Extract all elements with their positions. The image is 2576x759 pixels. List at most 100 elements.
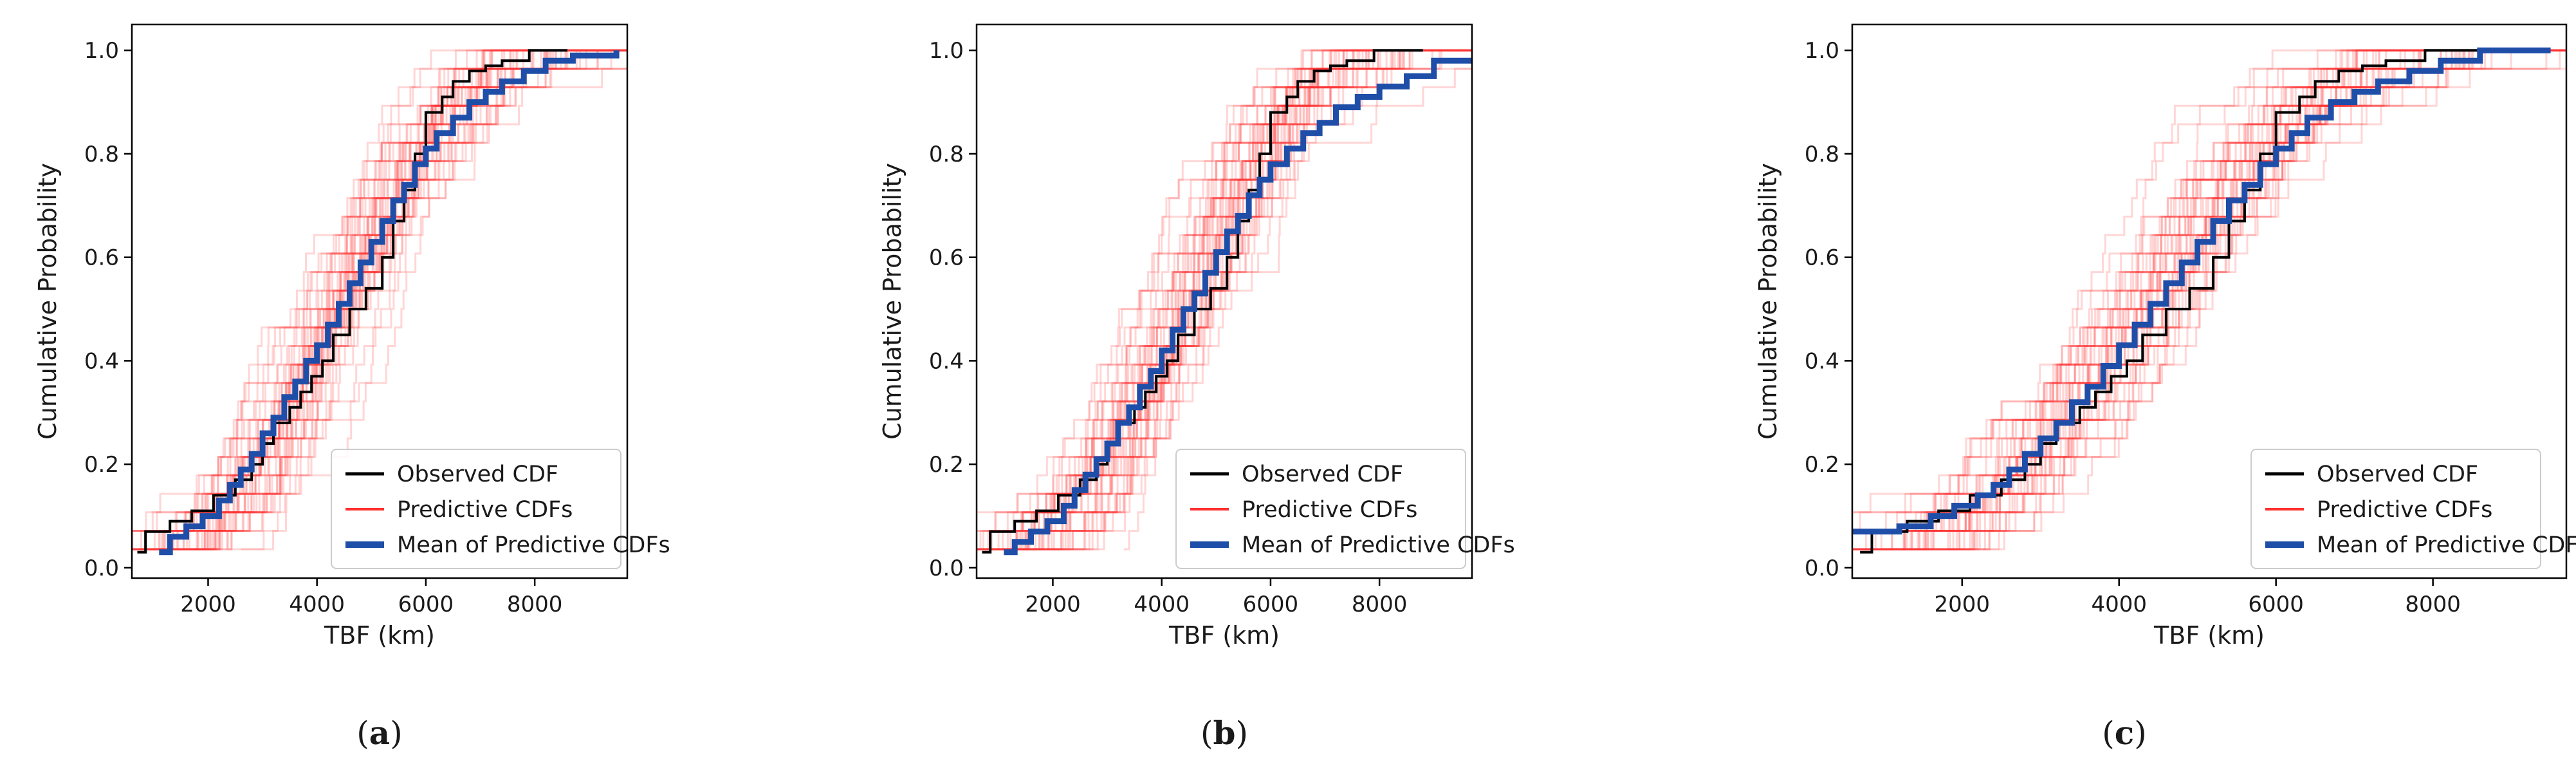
predictive-cdf-line (1894, 49, 2566, 550)
predictive-cdf-line (1882, 49, 2566, 550)
y-tick-label: 0.2 (929, 452, 964, 478)
predictive-cdf-line (1852, 49, 2566, 550)
y-tick-label: 0.4 (84, 348, 119, 374)
mean-cdf-line (1004, 57, 1472, 556)
y-tick-label: 0.4 (929, 348, 964, 374)
predictive-cdf-line (1002, 49, 1472, 550)
predictive-cdf-line (194, 49, 627, 550)
legend-label-observed: Observed CDF (1242, 462, 1403, 487)
x-tick-label: 4000 (2091, 592, 2147, 617)
predictive-cdf-line (1937, 49, 2566, 550)
predictive-cdf-line (167, 49, 627, 550)
legend: Observed CDF Predictive CDFs Mean of Pre… (1175, 449, 1515, 569)
x-tick-label: 4000 (289, 592, 345, 617)
predictive-cdf-line (1946, 49, 2566, 550)
legend-label-mean: Mean of Predictive CDFs (397, 532, 670, 558)
traces-layer (132, 49, 627, 556)
predictive-cdf-line (193, 49, 627, 550)
legend: Observed CDF Predictive CDFs Mean of Pre… (331, 449, 670, 569)
predictive-cdf-line (142, 49, 627, 550)
x-tick-label: 8000 (1352, 592, 1408, 617)
legend: Observed CDF Predictive CDFs Mean of Pre… (2250, 449, 2576, 569)
predictive-cdf-line (196, 49, 627, 550)
chart-panel-c: 2000 4000 6000 8000 0.0 0.2 0.4 0.6 0.8 1.0 TBF (… (1754, 23, 2576, 752)
chart-panel-b: 2000 4000 6000 8000 0.0 0.2 0.4 0.6 0.8 1.0 TBF (… (878, 23, 1515, 752)
y-tick-label: 0.4 (1805, 348, 1839, 374)
predictive-cdf-line (977, 49, 1472, 550)
predictive-cdf-line (1042, 49, 1472, 550)
predictive-cdf-line (977, 49, 1472, 550)
x-tick-label: 4000 (1134, 592, 1190, 617)
legend-label-mean: Mean of Predictive CDFs (1242, 532, 1515, 558)
caption-open-paren: ( (1201, 715, 1213, 752)
plot-frame (975, 23, 1473, 579)
predictive-cdf-line (132, 49, 627, 550)
traces-layer (1852, 47, 2566, 554)
y-tick-label: 0.6 (929, 245, 964, 271)
predictive-cdf-line (977, 49, 1472, 550)
predictive-cdf-line (139, 49, 627, 550)
legend-box (1175, 449, 1466, 569)
y-tick-label: 0.6 (84, 245, 119, 271)
predictive-cdf-line (1924, 49, 2566, 550)
predictive-cdf-line (1924, 49, 2566, 550)
y-tick-label: 0.2 (1805, 452, 1839, 478)
predictive-cdf-line (132, 49, 627, 550)
predictive-cdf-line (150, 49, 627, 550)
predictive-cdf-line (1863, 49, 2566, 550)
predictive-cdf-line (1918, 49, 2566, 550)
predictive-cdf-line (985, 49, 1472, 550)
y-tick-label: 1.0 (1805, 38, 1839, 64)
caption-close-paren: ) (1235, 715, 1248, 752)
caption-open-paren: ( (2102, 715, 2115, 752)
y-tick-label: 0.0 (84, 556, 119, 581)
predictive-cdf-line (1886, 49, 2566, 550)
predictive-cdf-line (1909, 49, 2566, 550)
predictive-cdf-line (1017, 49, 1472, 550)
x-tick-label: 6000 (2248, 592, 2304, 617)
legend-label-mean: Mean of Predictive CDFs (2317, 532, 2576, 558)
legend-box (2250, 449, 2541, 569)
x-axis-label: TBF (km) (324, 621, 435, 650)
predictive-cdf-line (1852, 49, 2566, 532)
predictive-cdf-line (977, 49, 1472, 550)
x-axis-label: TBF (km) (2153, 621, 2265, 650)
caption-letter: a (369, 714, 390, 752)
predictive-cdf-line (1852, 49, 2566, 550)
x-tick-label: 8000 (2405, 592, 2461, 617)
predictive-cdf-line (226, 49, 627, 550)
predictive-cdf-line (1123, 49, 1472, 550)
predictive-cdf-line (1852, 49, 2566, 550)
predictive-cdf-line (977, 49, 1472, 514)
predictive-cdf-line (179, 49, 627, 550)
predictive-cdf-line (996, 49, 1472, 550)
y-tick-label: 0.0 (929, 556, 964, 581)
predictive-cdf-line (184, 49, 627, 550)
predictive-cdf-line (140, 49, 627, 550)
predictive-cdf-line (1911, 49, 2566, 550)
y-axis-label: Cumulative Probability (878, 163, 906, 440)
predictive-cdf-line (1852, 49, 2566, 550)
mean-cdf-line (1852, 47, 2551, 535)
predictive-cdf-line (1884, 49, 2566, 550)
predictive-cdf-line (132, 49, 627, 532)
y-tick-label: 0.2 (84, 452, 119, 478)
traces-layer (977, 49, 1472, 556)
caption-open-paren: ( (356, 715, 369, 752)
ticks-layer: 2000 4000 6000 8000 0.0 0.2 0.4 0.6 0.8 1.0 (929, 38, 1407, 617)
predictive-cdf-line (132, 49, 627, 532)
predictive-cdf-line (997, 49, 1472, 550)
legend-label-predictive: Predictive CDFs (1242, 497, 1417, 523)
predictive-cdf-line (192, 49, 627, 550)
predictive-cdf-line (977, 49, 1472, 550)
predictive-cdf-line (229, 49, 627, 550)
predictive-cdf-line (1020, 49, 1472, 550)
plot-frame (131, 23, 629, 579)
panel-caption: (b) (1201, 714, 1248, 752)
predictive-cdf-line (1012, 49, 1472, 550)
x-tick-label: 2000 (1935, 592, 1991, 617)
predictive-cdf-line (1852, 49, 2566, 532)
mean-cdf-line (159, 50, 620, 556)
x-tick-label: 8000 (507, 592, 563, 617)
panel-caption: (a) (356, 714, 402, 752)
